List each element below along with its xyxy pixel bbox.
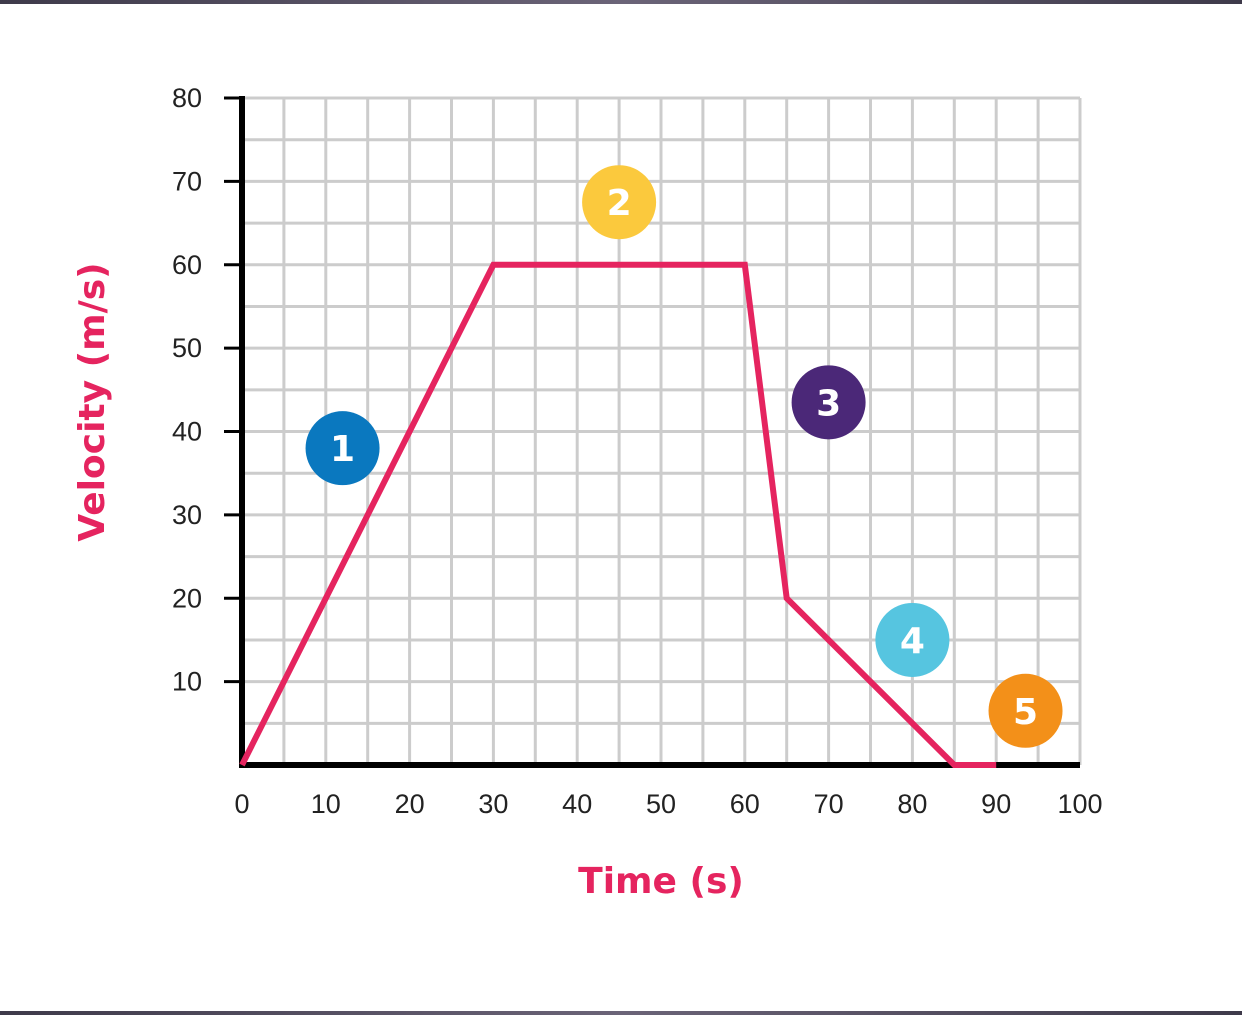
y-tick-label: 10 xyxy=(172,667,202,697)
x-tick-label: 100 xyxy=(1057,789,1102,819)
x-axis-title: Time (s) xyxy=(578,861,744,902)
marker-1: 1 xyxy=(305,411,380,486)
x-tick-label: 80 xyxy=(897,789,927,819)
top-border xyxy=(0,0,1242,4)
x-tick-label: 10 xyxy=(311,789,341,819)
ticks: 10 20 30 40 50 60 70 80 0 10 20 30 40 50 60 70 80 90 100 xyxy=(172,83,1103,819)
y-tick-label: 40 xyxy=(172,417,202,447)
marker-3: 3 xyxy=(791,365,866,440)
y-tick-label: 50 xyxy=(172,333,202,363)
x-tick-label: 30 xyxy=(478,789,508,819)
y-tick-label: 80 xyxy=(172,83,202,113)
grid xyxy=(242,96,1082,765)
marker-label: 3 xyxy=(816,383,841,424)
annotations: 1 2 3 4 5 xyxy=(305,165,1063,748)
y-tick-label: 30 xyxy=(172,500,202,530)
x-tick-label: 70 xyxy=(814,789,844,819)
marker-circle xyxy=(988,673,1063,748)
marker-circle xyxy=(582,165,657,240)
y-tick-label: 20 xyxy=(172,583,202,613)
marker-label: 2 xyxy=(607,183,632,224)
x-tick-label: 40 xyxy=(562,789,592,819)
velocity-line xyxy=(239,261,997,768)
marker-2: 2 xyxy=(582,165,657,240)
y-axis-title: Velocity (m/s) xyxy=(72,262,113,541)
y-tick-label: 60 xyxy=(172,250,202,280)
x-tick-label: 90 xyxy=(981,789,1011,819)
x-tick-label: 50 xyxy=(646,789,676,819)
marker-4: 4 xyxy=(875,602,950,677)
marker-circle xyxy=(875,602,950,677)
series xyxy=(239,261,997,768)
marker-label: 4 xyxy=(900,621,925,662)
marker-5: 5 xyxy=(988,673,1063,748)
y-tick-label: 70 xyxy=(172,166,202,196)
bottom-border xyxy=(0,1011,1242,1015)
marker-circle xyxy=(791,365,866,440)
marker-label: 5 xyxy=(1013,692,1038,733)
x-tick-label: 0 xyxy=(234,789,249,819)
x-tick-label: 20 xyxy=(395,789,425,819)
marker-circle xyxy=(305,411,380,486)
marker-label: 1 xyxy=(330,429,355,470)
x-tick-label: 60 xyxy=(730,789,760,819)
